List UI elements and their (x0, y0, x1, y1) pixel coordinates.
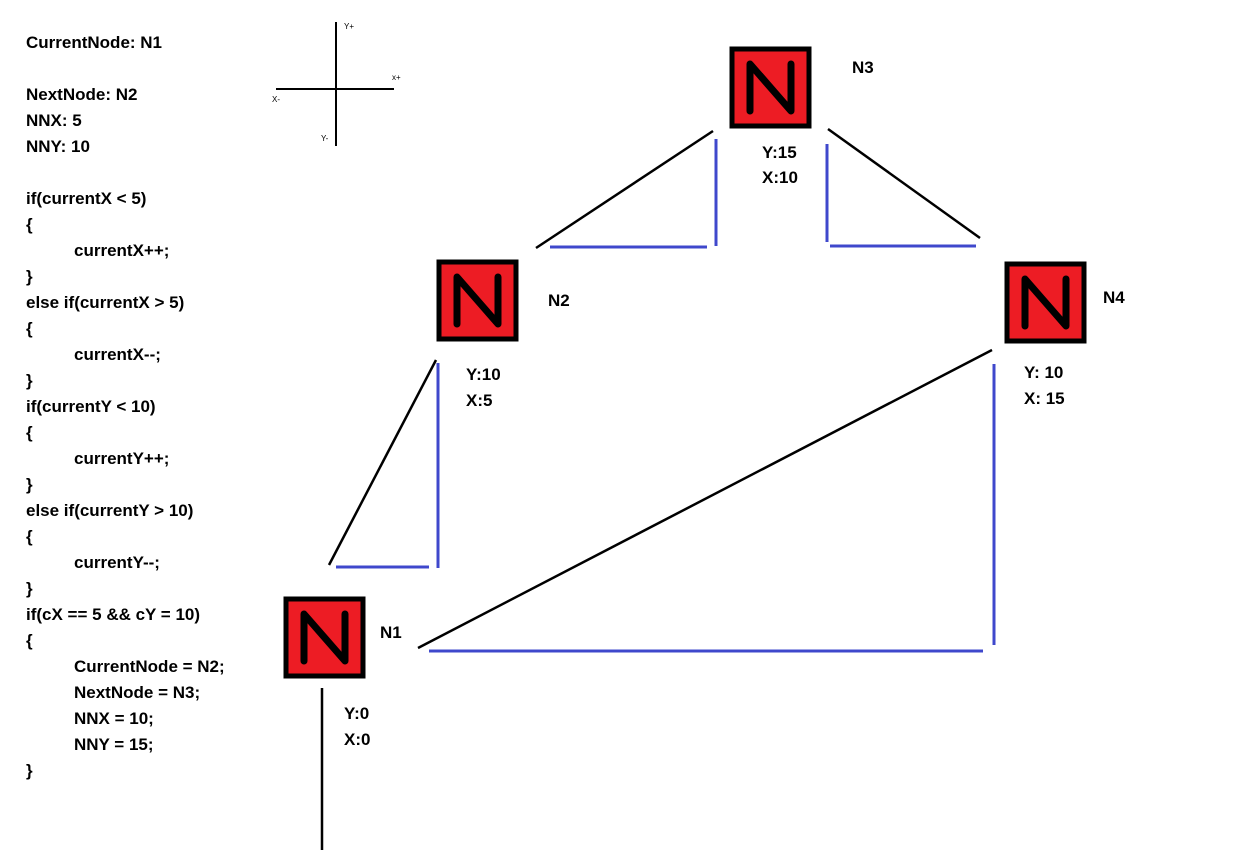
node-n2-name: N2 (548, 291, 570, 310)
code-line: { (26, 215, 33, 234)
node-n3-name: N3 (852, 58, 874, 77)
code-line: CurrentNode = N2; (74, 657, 225, 676)
node-n2-glyph-icon (453, 273, 502, 328)
code-line: } (26, 475, 33, 494)
code-line: } (26, 267, 33, 286)
node-n1-y-label: Y:0 (344, 704, 369, 723)
y-plus-label: Y+ (344, 22, 354, 31)
node-n4-glyph-icon (1021, 275, 1070, 330)
code-line: NNX: 5 (26, 111, 82, 130)
code-line: { (26, 423, 33, 442)
node-n4: N4 Y: 10 X: 15 (1004, 261, 1125, 408)
node-n2-box (436, 259, 519, 342)
code-line: { (26, 319, 33, 338)
node-n1-name: N1 (380, 623, 402, 642)
code-line: currentY++; (74, 449, 170, 468)
code-line: NextNode = N3; (74, 683, 201, 702)
code-line: if(cX == 5 && cY = 10) (26, 605, 201, 624)
code-line: currentX++; (74, 241, 170, 260)
code-line: } (26, 579, 33, 598)
code-line: currentY--; (74, 553, 160, 572)
code-line: else if(currentX > 5) (26, 293, 185, 312)
code-line: else if(currentY > 10) (26, 501, 194, 520)
connector-lines (320, 127, 993, 850)
node-n4-name: N4 (1103, 288, 1125, 307)
node-n1-x-label: X:0 (344, 730, 370, 749)
node-n2-x-label: X:5 (466, 391, 492, 410)
node-n3-glyph-icon (746, 60, 795, 115)
code-line: NNY = 15; (74, 735, 154, 754)
code-line: { (26, 631, 33, 650)
code-line: NNX = 10; (74, 709, 154, 728)
connector-n1-n2 (327, 359, 438, 566)
connector-n1-n4 (417, 348, 993, 650)
code-line: { (26, 527, 33, 546)
node-n1: N1 Y:0 X:0 (283, 596, 402, 749)
node-n2: N2 Y:10 X:5 (436, 259, 570, 410)
triangle-legs (336, 139, 996, 653)
node-n4-x-label: X: 15 (1024, 389, 1065, 408)
code-line: if(currentY < 10) (26, 397, 156, 416)
x-minus-label: X- (272, 95, 280, 104)
node-n4-y-label: Y: 10 (1024, 363, 1063, 382)
node-n3-y-label: Y:15 (762, 143, 797, 162)
code-line: } (26, 761, 33, 780)
code-line: NNY: 10 (26, 137, 90, 156)
x-plus-label: x+ (392, 73, 401, 82)
node-n2-y-label: Y:10 (466, 365, 501, 384)
code-line: currentX--; (74, 345, 161, 364)
code-panel: CurrentNode: N1 NextNode: N2 NNX: 5 NNY: 10… (26, 30, 225, 784)
connector-n2-n3 (535, 129, 714, 250)
connector-n3-n4 (827, 127, 981, 240)
node-n3: N3 Y:15 X:10 (729, 46, 874, 187)
code-line: CurrentNode: N1 (26, 33, 163, 52)
code-line: NextNode: N2 (26, 85, 138, 104)
code-line: if(currentX < 5) (26, 189, 147, 208)
node-n1-glyph-icon (300, 610, 349, 665)
code-line: } (26, 371, 33, 390)
y-minus-label: Y- (321, 134, 329, 143)
node-n3-x-label: X:10 (762, 168, 798, 187)
axis-legend: Y+ Y- x+ X- (272, 22, 401, 146)
